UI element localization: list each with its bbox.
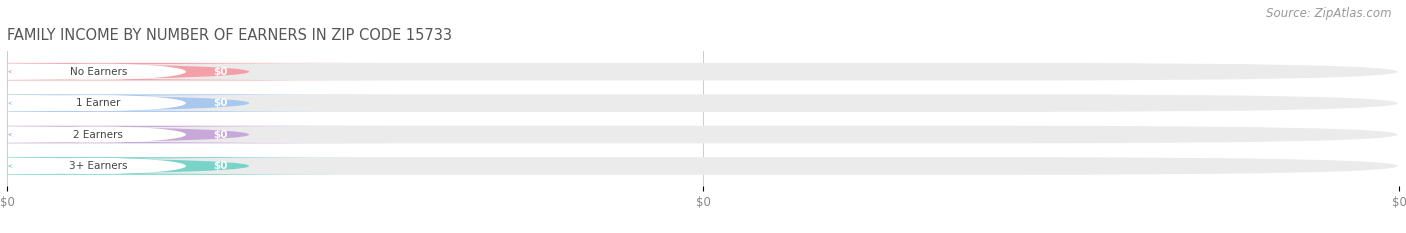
- Text: $0: $0: [212, 130, 228, 140]
- FancyBboxPatch shape: [0, 63, 398, 80]
- FancyBboxPatch shape: [8, 126, 1398, 143]
- Ellipse shape: [10, 95, 186, 111]
- Text: FAMILY INCOME BY NUMBER OF EARNERS IN ZIP CODE 15733: FAMILY INCOME BY NUMBER OF EARNERS IN ZI…: [7, 28, 453, 43]
- Ellipse shape: [10, 158, 186, 174]
- Text: $0: $0: [212, 98, 228, 108]
- Ellipse shape: [10, 64, 186, 80]
- FancyBboxPatch shape: [0, 94, 398, 112]
- Text: 3+ Earners: 3+ Earners: [69, 161, 128, 171]
- Ellipse shape: [10, 127, 186, 143]
- FancyBboxPatch shape: [0, 157, 398, 175]
- Text: 2 Earners: 2 Earners: [73, 130, 124, 140]
- FancyBboxPatch shape: [8, 94, 1398, 112]
- FancyBboxPatch shape: [0, 126, 398, 143]
- Text: Source: ZipAtlas.com: Source: ZipAtlas.com: [1267, 7, 1392, 20]
- FancyBboxPatch shape: [8, 63, 1398, 80]
- Text: $0: $0: [212, 67, 228, 77]
- Text: 1 Earner: 1 Earner: [76, 98, 121, 108]
- Text: No Earners: No Earners: [69, 67, 127, 77]
- Text: $0: $0: [212, 161, 228, 171]
- FancyBboxPatch shape: [8, 157, 1398, 175]
